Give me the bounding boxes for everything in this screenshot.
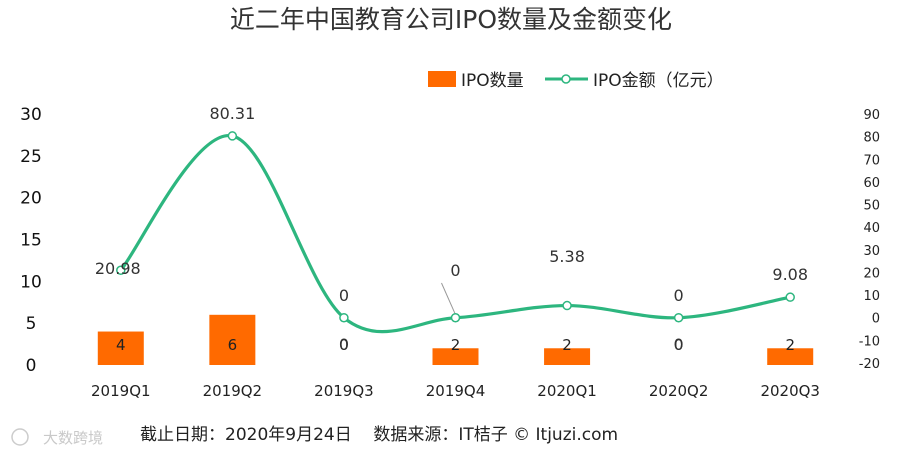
left-tick-label: 25 — [20, 147, 42, 167]
line-value-label: 9.08 — [772, 265, 808, 284]
line-path — [119, 134, 792, 334]
x-tick-label: 2019Q4 — [426, 382, 486, 400]
right-tick-label: 0 — [872, 312, 880, 327]
x-tick-label: 2019Q2 — [203, 382, 263, 400]
line-value-label: 0 — [450, 261, 460, 280]
bar-value-label: 4 — [116, 336, 126, 354]
line-point — [450, 312, 461, 323]
x-axis: 2019Q1 2019Q2 2019Q3 2019Q4 2020Q1 2020Q2 2020… — [91, 382, 820, 400]
line-series: 20.98 80.31 0 0 5.38 0 9.08 0 0 — [95, 104, 808, 354]
line-value-label: 0 — [674, 286, 684, 305]
bar — [432, 348, 479, 365]
bar-value-label: 2 — [451, 336, 461, 354]
line-value-label: 0 — [339, 286, 349, 305]
right-tick-label: 30 — [863, 244, 880, 259]
legend: IPO数量 IPO金额（亿元） — [428, 71, 724, 91]
bar — [209, 314, 256, 365]
left-tick-label: 5 — [26, 314, 37, 334]
bar-value-label: 6 — [228, 336, 238, 354]
line-point — [227, 131, 238, 141]
legend-bar-swatch — [428, 71, 456, 87]
x-tick-label: 2019Q3 — [314, 382, 374, 400]
watermark-logo-icon — [11, 428, 29, 446]
line-point — [673, 312, 684, 323]
bar-value-label: 2 — [785, 336, 795, 354]
footer-source: 截止日期：2020年9月24日 数据来源：IT桔子 © Itjuzi.com — [140, 425, 618, 445]
legend-bar-label: IPO数量 — [461, 71, 524, 91]
left-tick-label: 15 — [20, 231, 42, 251]
right-tick-label: 40 — [863, 221, 880, 236]
left-tick-label: 0 — [26, 356, 37, 376]
right-axis: -20 -10 0 10 20 30 40 50 60 70 80 90 — [859, 108, 880, 372]
label-leader-line — [441, 282, 456, 315]
line-value-label-lower: 0 — [674, 335, 684, 354]
legend-line-label: IPO金额（亿元） — [593, 71, 724, 91]
left-axis: 0 5 10 15 20 25 30 — [20, 105, 42, 376]
x-tick-label: 2020Q2 — [649, 382, 709, 400]
watermark: 大数跨境 — [11, 428, 103, 447]
bar-value-label: 0 — [674, 336, 684, 354]
bar — [544, 348, 591, 365]
right-tick-label: -20 — [859, 357, 880, 372]
line-point — [339, 312, 349, 323]
chart-title: 近二年中国教育公司IPO数量及金额变化 — [230, 5, 672, 34]
line-point — [562, 300, 572, 311]
x-tick-label: 2020Q3 — [760, 382, 820, 400]
bar — [97, 331, 144, 365]
right-tick-label: 70 — [863, 153, 880, 168]
bar — [767, 348, 814, 365]
watermark-text: 大数跨境 — [43, 429, 103, 447]
left-tick-label: 20 — [20, 189, 42, 209]
line-point — [785, 292, 795, 302]
line-value-label: 80.31 — [209, 104, 255, 123]
legend-line-marker — [561, 74, 571, 84]
x-tick-label: 2019Q1 — [91, 382, 151, 400]
line-value-label: 20.98 — [95, 259, 141, 278]
line-point — [116, 265, 126, 275]
line-value-label-lower: 0 — [339, 335, 349, 354]
right-tick-label: 20 — [863, 266, 880, 281]
right-tick-label: 80 — [863, 131, 880, 146]
left-tick-label: 30 — [20, 105, 42, 125]
right-tick-label: 10 — [863, 289, 880, 304]
right-tick-label: 60 — [863, 176, 880, 191]
bar-series: 4 6 0 2 2 0 2 — [97, 314, 814, 365]
x-tick-label: 2020Q1 — [537, 382, 597, 400]
bar-value-label: 0 — [339, 336, 349, 354]
bar-value-label: 2 — [562, 336, 572, 354]
right-tick-label: -10 — [859, 334, 880, 349]
left-tick-label: 10 — [20, 272, 42, 292]
right-tick-label: 50 — [863, 199, 880, 214]
line-value-label: 5.38 — [549, 247, 585, 266]
right-tick-label: 90 — [863, 108, 880, 123]
